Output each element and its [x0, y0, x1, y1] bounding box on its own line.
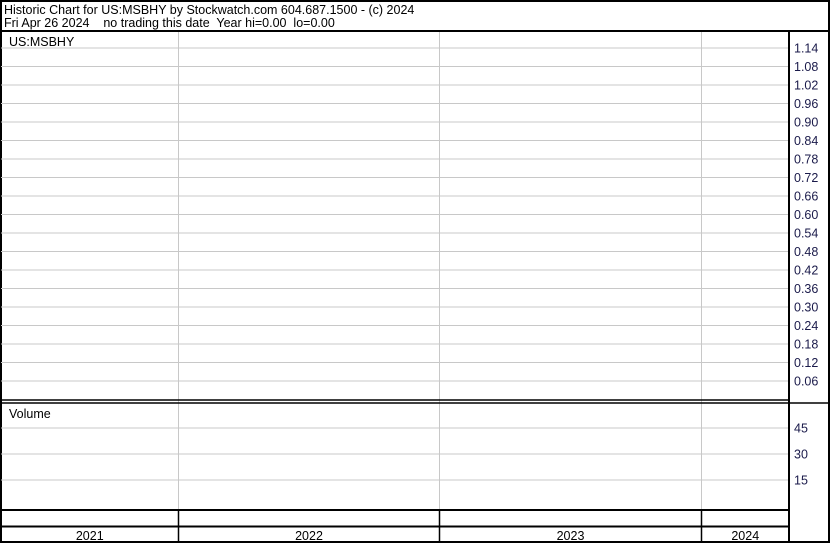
chart-header-status: Fri Apr 26 2024 no trading this date Yea… [4, 16, 335, 30]
price-tick-label: 0.54 [794, 227, 818, 241]
price-tick-label: 1.14 [794, 42, 818, 56]
price-gridlines [1, 47, 788, 382]
price-tick-label: 0.90 [794, 116, 818, 130]
price-tick-label: 0.24 [794, 319, 818, 333]
price-tick-label: 0.06 [794, 375, 818, 389]
price-pane-label: US:MSBHY [9, 35, 75, 49]
price-tick-label: 1.08 [794, 60, 818, 74]
price-tick-label: 0.36 [794, 282, 818, 296]
price-axis: 1.14 1.08 1.02 0.96 0.90 0.84 0.78 0.72 0.66 0.60… [794, 42, 818, 389]
year-axis: 2021 2022 2023 2024 [76, 529, 759, 543]
year-label: 2022 [295, 529, 323, 543]
price-tick-label: 0.30 [794, 301, 818, 315]
volume-tick-label: 30 [794, 448, 808, 462]
volume-tick-label: 45 [794, 422, 808, 436]
volume-pane-label: Volume [9, 407, 51, 421]
year-label: 2021 [76, 529, 104, 543]
volume-tick-label: 15 [794, 474, 808, 488]
price-tick-label: 0.60 [794, 208, 818, 222]
price-tick-label: 1.02 [794, 79, 818, 93]
price-tick-label: 0.42 [794, 264, 818, 278]
volume-axis: 45 30 15 [794, 422, 808, 488]
price-tick-label: 0.18 [794, 338, 818, 352]
price-tick-label: 0.66 [794, 190, 818, 204]
price-tick-label: 0.84 [794, 134, 818, 148]
chart-header-title: Historic Chart for US:MSBHY by Stockwatc… [4, 3, 414, 17]
year-label: 2023 [557, 529, 585, 543]
year-label: 2024 [731, 529, 759, 543]
price-tick-label: 0.78 [794, 153, 818, 167]
price-tick-label: 0.48 [794, 245, 818, 259]
price-tick-label: 0.96 [794, 97, 818, 111]
price-tick-label: 0.72 [794, 171, 818, 185]
volume-gridlines [1, 427, 788, 481]
price-tick-label: 0.12 [794, 356, 818, 370]
